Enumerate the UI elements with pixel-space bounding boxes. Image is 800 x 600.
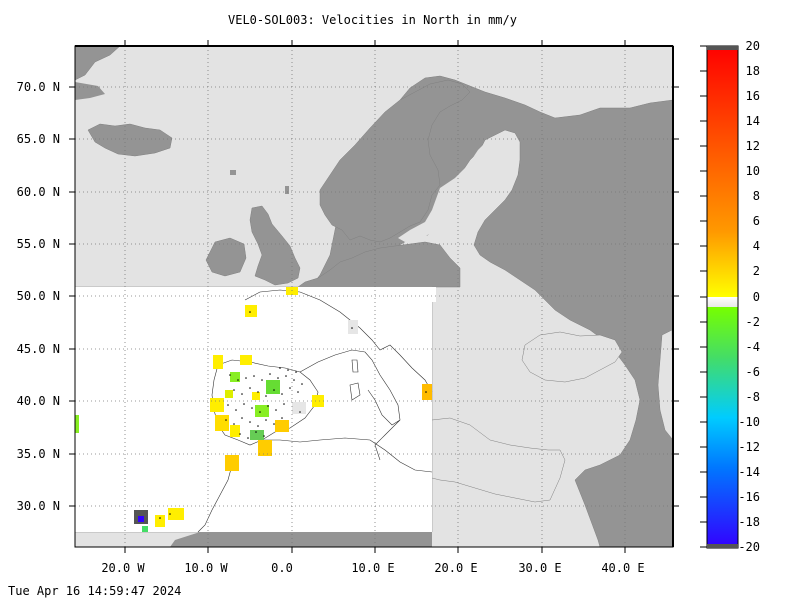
- lat-label: 65.0 N: [16, 132, 60, 146]
- land-faroe: [230, 170, 236, 175]
- map-title: VEL0-SOL003: Velocities in North in mm/y: [228, 13, 517, 27]
- colorbar-label: -20: [738, 540, 760, 554]
- colorbar-label: 16: [745, 89, 760, 103]
- baltic-sea: [398, 138, 510, 242]
- colorbar-label: 18: [745, 64, 760, 78]
- colorbar-label: -4: [745, 340, 760, 354]
- colorbar-label: 6: [752, 214, 760, 228]
- colorbar-label: 12: [745, 139, 760, 153]
- black-sea: [521, 331, 623, 383]
- colorbar-label: -8: [745, 390, 760, 404]
- colorbar-label: -2: [745, 315, 760, 329]
- land-iceland: [87, 123, 173, 157]
- land-shetland: [285, 186, 289, 194]
- timestamp: Tue Apr 16 14:59:47 2024: [8, 584, 182, 598]
- lon-label: 20.0 W: [101, 561, 145, 575]
- land-north-africa: [170, 532, 432, 547]
- colorbar-label: 0: [752, 290, 760, 304]
- lat-label: 70.0 N: [16, 80, 60, 94]
- colorbar-label: 8: [752, 189, 760, 203]
- corsica: [351, 359, 359, 373]
- lat-label: 30.0 N: [16, 499, 60, 513]
- lat-label: 60.0 N: [16, 185, 60, 199]
- colorbar-ticks: [700, 45, 707, 548]
- colorbar-label: 14: [745, 114, 760, 128]
- land-ireland: [205, 237, 247, 277]
- colorbar: [700, 45, 739, 549]
- data-domain: [75, 287, 432, 532]
- colorbar-label: 20: [745, 39, 760, 53]
- lon-label: 20.0 E: [434, 561, 478, 575]
- lon-label: 0.0: [271, 561, 293, 575]
- lat-label: 55.0 N: [16, 237, 60, 251]
- colorbar-label: 2: [752, 264, 760, 278]
- land-greenland: [75, 46, 121, 81]
- land-greenland-south: [75, 82, 105, 100]
- colorbar-label: -12: [738, 440, 760, 454]
- lon-label: 10.0 E: [351, 561, 395, 575]
- land-scandinavia: [319, 79, 471, 243]
- colorbar-label: -6: [745, 365, 760, 379]
- map-area: [75, 46, 673, 547]
- lat-label: 35.0 N: [16, 447, 60, 461]
- sardinia: [349, 382, 361, 401]
- colorbar-label: -18: [738, 515, 760, 529]
- colorbar-gradient: [706, 45, 739, 549]
- lat-label: 40.0 N: [16, 394, 60, 408]
- aegean-sea: [475, 400, 512, 432]
- lat-label: 50.0 N: [16, 289, 60, 303]
- colorbar-label: -10: [738, 415, 760, 429]
- coastline: [197, 289, 433, 533]
- velocity-data: [75, 287, 432, 532]
- axis-ticks: [69, 40, 679, 553]
- red-sea: [562, 505, 592, 547]
- lat-label: 45.0 N: [16, 342, 60, 356]
- colorbar-label: 4: [752, 239, 760, 253]
- lon-label: 10.0 W: [184, 561, 228, 575]
- lon-label: 40.0 E: [601, 561, 645, 575]
- east-mediterranean: [431, 417, 566, 503]
- colorbar-label: -16: [738, 490, 760, 504]
- lon-label: 30.0 E: [518, 561, 562, 575]
- gnss-stations: [159, 311, 427, 519]
- colorbar-label: 10: [745, 164, 760, 178]
- land-great-britain: [249, 205, 301, 286]
- colorbar-label: -14: [738, 465, 760, 479]
